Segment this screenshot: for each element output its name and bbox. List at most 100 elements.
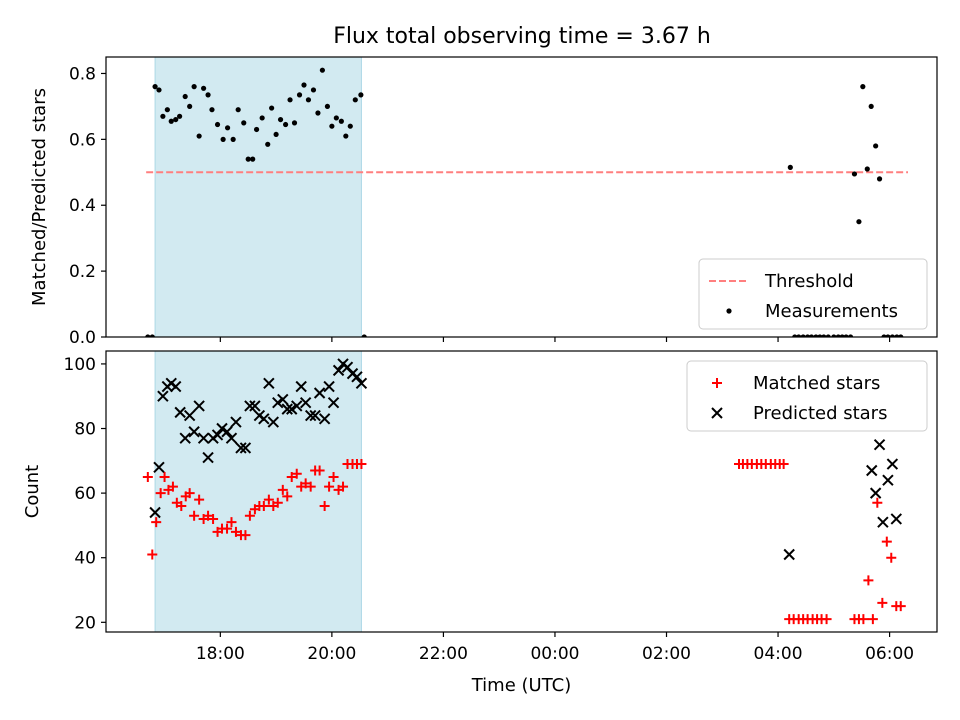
predicted-star-point — [267, 416, 280, 428]
matched-star-point — [176, 501, 187, 512]
predicted-star-point — [249, 400, 261, 412]
matched-star-point — [147, 549, 158, 560]
matched-star-point — [286, 471, 297, 482]
matched-star-point — [167, 481, 178, 492]
measurement-point — [813, 334, 819, 337]
measurement-point — [164, 107, 170, 113]
y-tick-label: 0.0 — [69, 328, 96, 348]
measurement-point — [352, 97, 358, 103]
y-tick-label: 0.6 — [69, 130, 96, 150]
predicted-star-point — [272, 396, 284, 409]
matched-star-point — [778, 459, 789, 470]
matched-star-point — [886, 552, 897, 563]
measurement-point — [894, 334, 900, 337]
measurement-point — [847, 334, 854, 337]
measurement-point — [253, 126, 260, 133]
x-tick-label: 18:00 — [196, 644, 245, 664]
predicted-star-point — [783, 548, 795, 561]
legend-label: Threshold — [764, 271, 854, 292]
predicted-star-point — [202, 451, 214, 464]
legend-label: Measurements — [765, 301, 898, 322]
measurement-point — [287, 97, 293, 103]
top-panel-ratio: 0.0 0.2 0.4 0.6 0.8 Matched/Predicted stars Th… — [29, 56, 938, 348]
matched-star-point — [338, 481, 349, 492]
measurement-point — [347, 123, 353, 129]
measurement-point — [160, 113, 166, 119]
measurement-point — [273, 131, 279, 138]
measurement-point — [796, 334, 802, 337]
matched-star-point — [155, 488, 166, 499]
measurement-point — [296, 92, 303, 98]
predicted-star-point — [263, 377, 275, 390]
series-matched-stars — [142, 459, 906, 625]
axes-frame — [105, 350, 938, 633]
predicted-star-point — [239, 442, 252, 454]
x-tick-label: 06:00 — [865, 644, 914, 664]
axes-frame — [105, 56, 938, 338]
matched-star-point — [863, 575, 874, 586]
measurement-point — [182, 93, 188, 100]
measurement-point — [209, 107, 215, 113]
predicted-star-point — [216, 422, 228, 435]
measurement-point — [800, 334, 806, 337]
matched-star-point — [189, 510, 200, 521]
measurement-point — [868, 103, 874, 110]
measurement-point — [173, 116, 179, 123]
predicted-star-point — [174, 406, 186, 419]
predicted-star-point — [281, 403, 293, 415]
matched-star-point — [858, 614, 869, 625]
predicted-star-point — [277, 393, 289, 406]
x-tick-label: 02:00 — [642, 644, 691, 664]
y-tick-label: 0.2 — [69, 262, 96, 282]
legend: Matched stars Predicted stars — [686, 360, 928, 432]
measurement-point — [873, 143, 879, 149]
y-tick-label: 80 — [74, 420, 96, 440]
y-axis-label: Count — [22, 465, 43, 518]
measurement-point — [851, 171, 858, 177]
predicted-star-point — [299, 396, 312, 409]
predicted-star-point — [193, 400, 205, 412]
predicted-star-point — [197, 432, 210, 444]
predicted-star-point — [230, 416, 242, 428]
measurement-point — [831, 334, 837, 337]
x-tick-label: 20:00 — [307, 644, 356, 664]
matched-star-point — [142, 471, 153, 482]
predicted-star-point — [323, 380, 335, 393]
predicted-star-point — [258, 413, 270, 425]
predicted-star-point — [225, 432, 238, 444]
measurement-point — [821, 334, 827, 337]
measurement-point — [358, 92, 364, 98]
matched-star-point — [194, 494, 205, 505]
measurement-point — [301, 82, 307, 88]
matched-star-point — [263, 494, 274, 505]
legend-label: Matched stars — [753, 373, 880, 394]
measurement-point — [792, 334, 798, 337]
measurement-point — [835, 334, 841, 337]
x-tick-label: 22:00 — [419, 644, 468, 664]
series-predicted-stars — [149, 358, 902, 561]
measurement-point — [343, 133, 349, 139]
predicted-star-point — [886, 458, 899, 470]
legend-label: Predicted stars — [753, 403, 887, 424]
predicted-star-point — [179, 432, 191, 444]
matched-star-point — [240, 530, 251, 541]
measurement-point — [805, 334, 811, 337]
matched-star-point — [184, 488, 195, 499]
series-measurements — [145, 67, 904, 337]
matched-star-point — [203, 510, 214, 521]
measurement-point — [191, 84, 197, 90]
measurement-point — [839, 334, 845, 337]
measurement-point — [235, 107, 241, 113]
measurement-point — [224, 125, 231, 131]
y-tick-label: 60 — [74, 484, 96, 504]
matched-star-point — [881, 536, 892, 547]
y-tick-label: 0.8 — [69, 64, 96, 84]
legend-box — [686, 360, 928, 432]
measurement-point — [864, 166, 870, 172]
predicted-star-point — [866, 464, 878, 477]
legend-measurement-swatch — [726, 308, 732, 314]
measurement-point — [269, 105, 275, 111]
predicted-star-point — [149, 506, 161, 519]
predicted-star-point — [318, 413, 331, 425]
predicted-star-point — [157, 390, 169, 402]
